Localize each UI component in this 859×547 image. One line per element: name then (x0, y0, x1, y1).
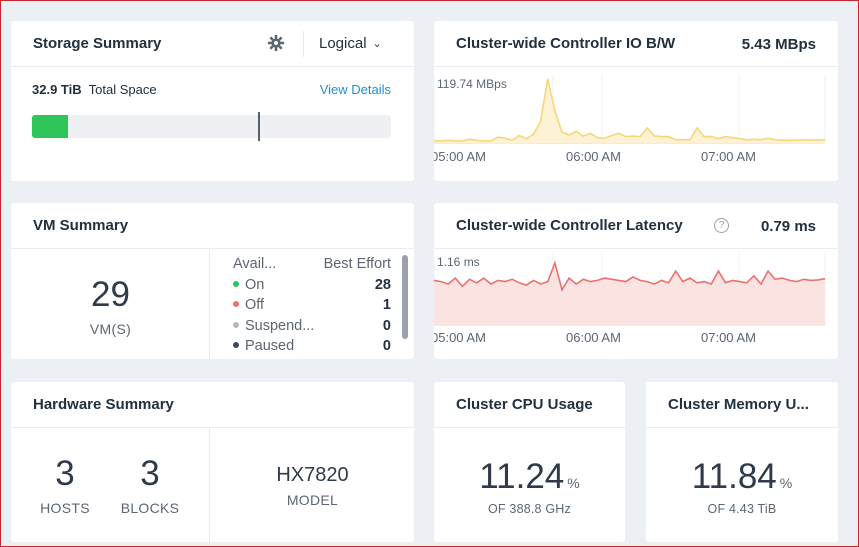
series-line (434, 260, 826, 292)
x-tick-label: 07:00 AM (701, 330, 756, 345)
memory-usage-header: Cluster Memory U... (646, 382, 838, 428)
total-space-value: 32.9 TiB (32, 82, 82, 97)
hosts-label: HOSTS (40, 500, 90, 516)
y-max-label: 1.16 ms (437, 255, 480, 269)
storage-usage-bar (32, 112, 391, 141)
hardware-summary-header: Hardware Summary (11, 382, 414, 428)
vm-status-row-suspended[interactable]: Suspend... 0 (233, 318, 391, 339)
hardware-summary-card: Hardware Summary 3 HOSTS 3 BLOCKS HX7820… (11, 382, 414, 542)
vm-status-row-on[interactable]: On 28 (233, 277, 391, 298)
vm-status-row-off[interactable]: Off 1 (233, 297, 391, 318)
vm-summary-title: VM Summary (33, 217, 129, 234)
header-divider (303, 31, 304, 57)
x-tick-label: 05:00 AM (434, 330, 486, 345)
storage-summary-title: Storage Summary (33, 35, 162, 52)
cpu-usage-title: Cluster CPU Usage (456, 396, 593, 413)
vm-status-row-paused[interactable]: Paused 0 (233, 338, 391, 359)
latency-chart[interactable]: 1.16 ms 05:00 AM 06:00 AM 07:00 AM (434, 249, 838, 359)
x-tick-label: 06:00 AM (566, 330, 621, 345)
cpu-usage-value: 11.24 (479, 457, 565, 496)
vm-status-header-row: Avail... Best Effort (233, 256, 391, 277)
latency-card[interactable]: Cluster-wide Controller Latency ? 0.79 m… (434, 203, 838, 359)
vm-status-value: 0 (382, 338, 391, 354)
help-icon[interactable]: ? (714, 218, 729, 233)
x-tick-label: 07:00 AM (701, 149, 756, 164)
vm-status-value: 1 (382, 297, 391, 313)
cpu-usage-value-wrap: 11.24% (434, 457, 625, 497)
view-mode-value: Logical (319, 35, 367, 52)
availability-header: Avail... (233, 256, 277, 272)
vm-status-label: Suspend... (245, 317, 315, 334)
cpu-usage-card[interactable]: Cluster CPU Usage 11.24% OF 388.8 GHz (434, 382, 625, 542)
vm-summary-header: VM Summary (11, 203, 414, 249)
vm-status-label: Off (245, 297, 265, 313)
y-max-label: 119.74 MBps (437, 77, 507, 91)
storage-summary-header: Storage Summary Logical ⌄ (11, 21, 414, 67)
io-bandwidth-card[interactable]: Cluster-wide Controller IO B/W 5.43 MBps… (434, 21, 838, 181)
hardware-model: HX7820 (276, 464, 349, 486)
latency-title: Cluster-wide Controller Latency (456, 217, 683, 234)
blocks-count: 3 (140, 454, 160, 493)
memory-usage-unit: % (779, 475, 793, 491)
vm-status-table: Avail... Best Effort On 28 Off 1 Suspend… (233, 256, 391, 359)
latency-current: 0.79 ms (760, 218, 816, 235)
memory-capacity: OF 4.43 TiB (707, 502, 777, 516)
blocks-label: BLOCKS (120, 500, 180, 516)
vm-count-label: VM(S) (89, 321, 132, 337)
cpu-capacity: OF 388.8 GHz (488, 502, 571, 516)
vm-status-label: On (245, 276, 265, 293)
vm-count: 29 (91, 275, 130, 314)
vm-status-value: 0 (382, 317, 391, 334)
memory-usage-value-wrap: 11.84% (646, 457, 838, 497)
status-dot-suspended (233, 321, 239, 328)
status-dot-off (233, 301, 239, 307)
memory-usage-card[interactable]: Cluster Memory U... 11.84% OF 4.43 TiB (646, 382, 838, 542)
cpu-usage-unit: % (567, 475, 580, 491)
io-bandwidth-current: 5.43 MBps (741, 36, 816, 53)
hosts-count: 3 (55, 454, 75, 493)
latency-header: Cluster-wide Controller Latency ? 0.79 m… (434, 203, 838, 249)
series-line (434, 78, 826, 142)
total-space-label: Total Space (88, 82, 157, 97)
cpu-usage-header: Cluster CPU Usage (434, 382, 625, 428)
io-bandwidth-header: Cluster-wide Controller IO B/W 5.43 MBps (434, 21, 838, 67)
vm-status-label: Paused (245, 338, 295, 354)
memory-usage-title: Cluster Memory U... (668, 396, 809, 413)
x-tick-label: 06:00 AM (566, 149, 621, 164)
storage-summary-card: Storage Summary Logical ⌄ 32.9 TiB Total … (11, 21, 414, 181)
status-dot-on (233, 280, 239, 287)
gear-icon[interactable] (267, 34, 285, 52)
vm-table-scrollbar[interactable] (402, 255, 408, 339)
x-tick-label: 05:00 AM (434, 149, 486, 164)
series-area (434, 262, 825, 325)
status-dot-paused (233, 342, 239, 348)
hardware-counts-panel[interactable]: 3 HOSTS 3 BLOCKS (11, 428, 210, 542)
hardware-model-label: MODEL (286, 492, 339, 508)
vm-summary-card: VM Summary 29 VM(S) Avail... Best Effort… (11, 203, 414, 359)
view-mode-dropdown[interactable]: Logical ⌄ (319, 35, 382, 52)
view-details-link[interactable]: View Details (319, 82, 391, 97)
hardware-summary-title: Hardware Summary (33, 396, 174, 413)
vm-count-panel[interactable]: 29 VM(S) (11, 249, 210, 359)
chevron-down-icon: ⌄ (372, 38, 382, 50)
io-bandwidth-chart[interactable]: 119.74 MBps 05:00 AM 06:00 AM 07:00 AM (434, 67, 838, 181)
storage-usage-fill (32, 115, 68, 138)
storage-threshold-marker (258, 112, 261, 141)
vm-status-value: 28 (374, 276, 391, 293)
io-bandwidth-title: Cluster-wide Controller IO B/W (456, 35, 676, 52)
total-space: 32.9 TiB Total Space (32, 82, 157, 97)
memory-usage-value: 11.84 (691, 457, 777, 496)
best-effort-header: Best Effort (323, 256, 391, 272)
